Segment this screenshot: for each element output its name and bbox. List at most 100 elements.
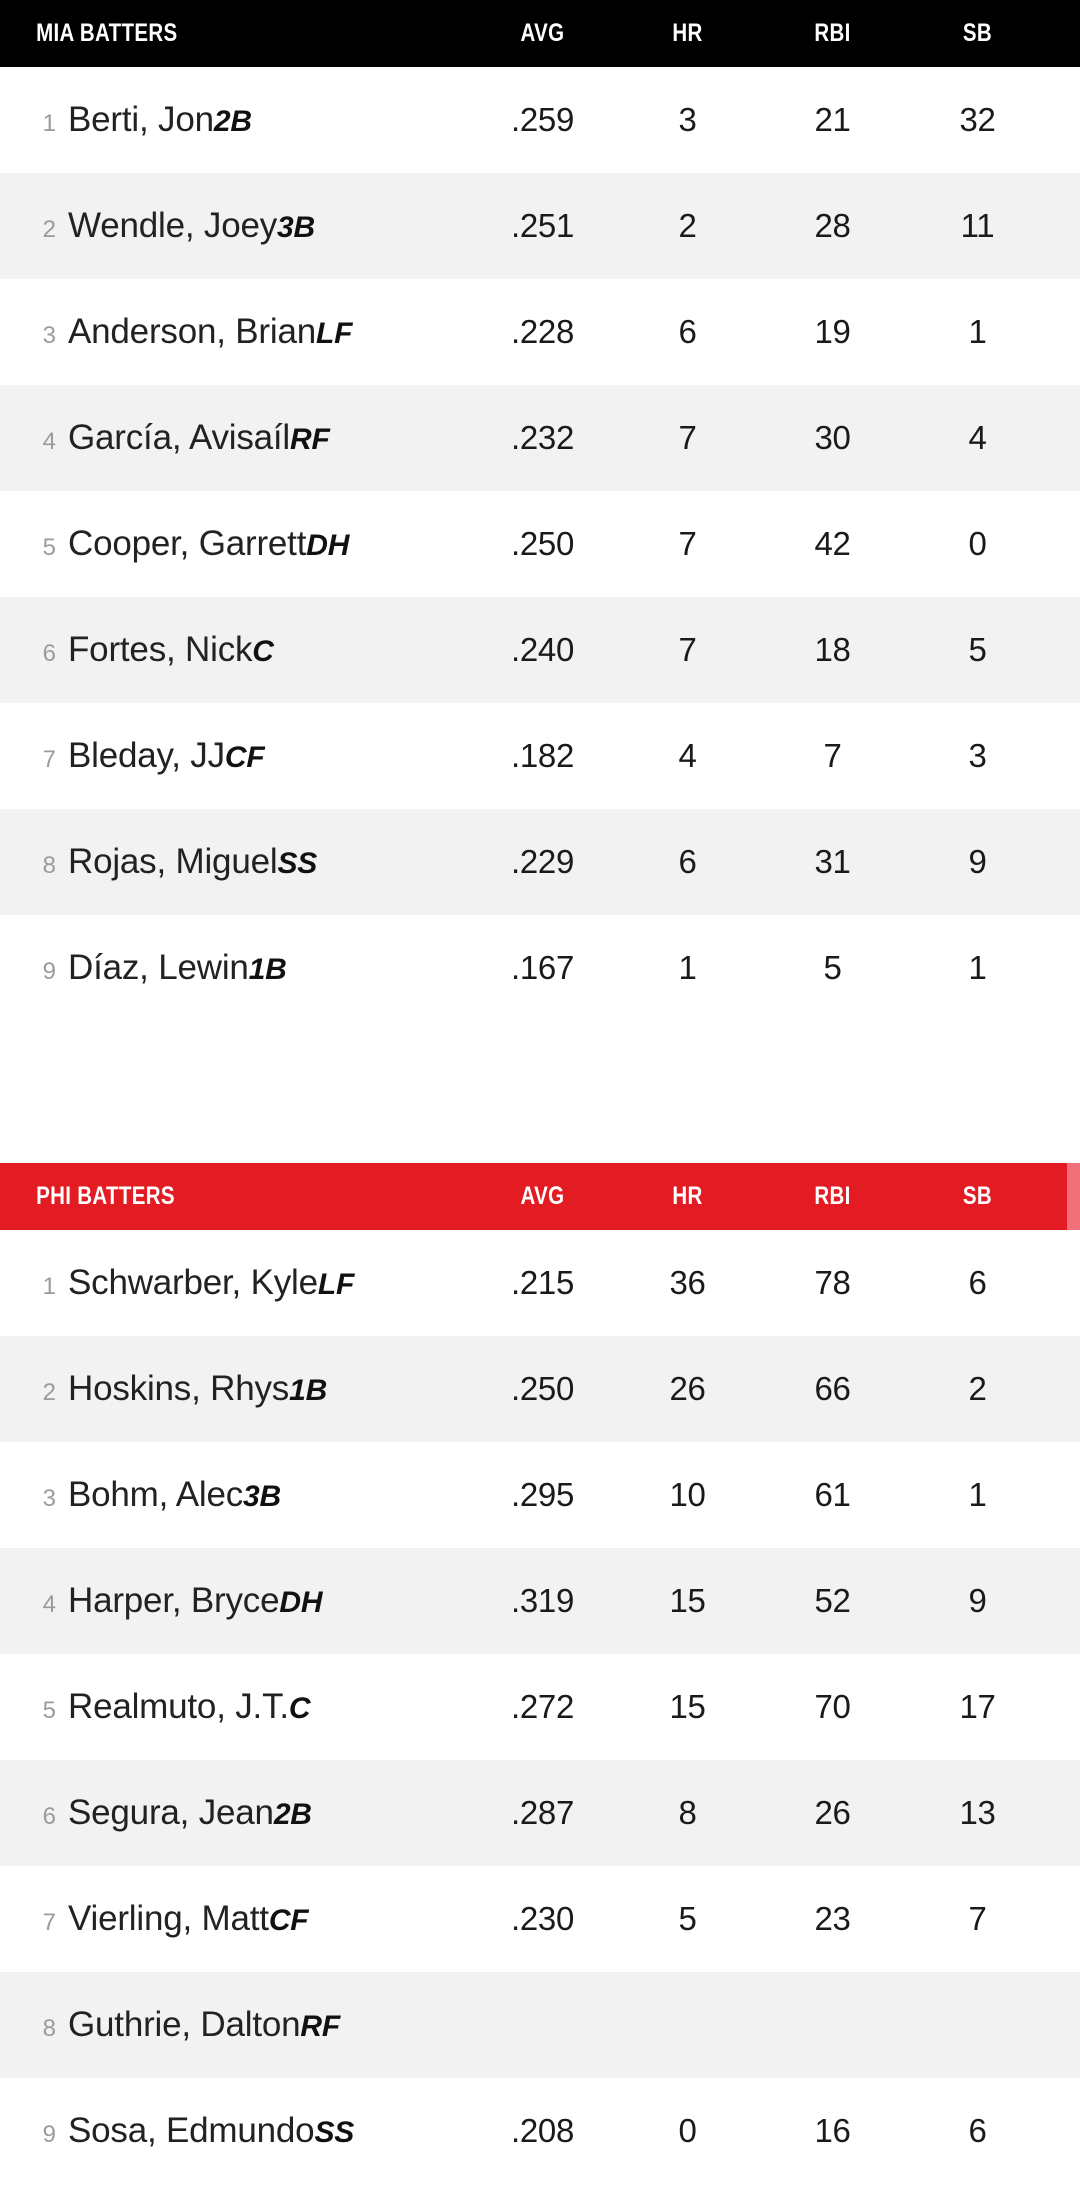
- table-row[interactable]: 6 Fortes, Nick C .240 7 18 5: [0, 597, 1080, 703]
- player-position: C: [252, 635, 274, 668]
- player-cell[interactable]: 1 Berti, Jon 2B: [0, 100, 470, 140]
- column-header-rbi-phi[interactable]: RBI: [814, 1182, 851, 1210]
- stat-avg: .167: [510, 949, 575, 986]
- stat-hr: 6: [678, 313, 697, 350]
- column-header-sb-phi[interactable]: SB: [962, 1182, 993, 1210]
- player-cell[interactable]: 7 Vierling, Matt CF: [0, 1899, 470, 1939]
- stat-avg: .232: [510, 419, 575, 456]
- player-cell[interactable]: 6 Fortes, Nick C: [0, 630, 470, 670]
- column-header-team-phi[interactable]: PHI BATTERS: [36, 1182, 175, 1210]
- table-row[interactable]: 2 Wendle, Joey 3B .251 2 28 11: [0, 173, 1080, 279]
- player-cell[interactable]: 6 Segura, Jean 2B: [0, 1793, 470, 1833]
- stat-sb: 4: [968, 419, 987, 456]
- stat-rbi: 19: [814, 313, 851, 350]
- player-cell[interactable]: 9 Sosa, Edmundo SS: [0, 2111, 470, 2151]
- column-header-hr-mia[interactable]: HR: [672, 19, 703, 47]
- player-cell[interactable]: 8 Rojas, Miguel SS: [0, 842, 470, 882]
- player-name[interactable]: Rojas, Miguel: [68, 842, 278, 881]
- table-row[interactable]: 1 Schwarber, Kyle LF .215 36 78 6: [0, 1230, 1080, 1336]
- player-name[interactable]: García, Avisaíl: [68, 418, 291, 457]
- player-name[interactable]: Harper, Bryce: [68, 1581, 280, 1620]
- player-name[interactable]: Schwarber, Kyle: [68, 1263, 318, 1302]
- player-cell[interactable]: 8 Guthrie, Dalton RF: [0, 2005, 470, 2045]
- stat-avg: .230: [510, 1900, 575, 1937]
- stat-rbi: 52: [814, 1582, 851, 1619]
- player-cell[interactable]: 7 Bleday, JJ CF: [0, 736, 470, 776]
- player-name[interactable]: Bleday, JJ: [68, 736, 225, 775]
- table-row[interactable]: 8 Guthrie, Dalton RF: [0, 1972, 1080, 2078]
- table-row[interactable]: 7 Vierling, Matt CF .230 5 23 7: [0, 1866, 1080, 1972]
- stat-rbi: 66: [814, 1370, 851, 1407]
- stat-sb: 5: [968, 631, 987, 668]
- table-row[interactable]: 3 Anderson, Brian LF .228 6 19 1: [0, 279, 1080, 385]
- table-row[interactable]: 5 Realmuto, J.T. C .272 15 70 17: [0, 1654, 1080, 1760]
- stat-avg: .228: [510, 313, 575, 350]
- player-position: CF: [268, 1904, 309, 1937]
- player-cell[interactable]: 5 Cooper, Garrett DH: [0, 524, 470, 564]
- batting-order-number: 4: [42, 428, 56, 455]
- player-name[interactable]: Segura, Jean: [68, 1793, 274, 1832]
- player-name[interactable]: Hoskins, Rhys: [68, 1369, 290, 1408]
- column-header-avg-phi[interactable]: AVG: [520, 1182, 565, 1210]
- batting-order-number: 2: [42, 216, 56, 243]
- player-name[interactable]: Cooper, Garrett: [68, 524, 307, 563]
- horizontal-scroll-indicator[interactable]: [1067, 1163, 1080, 1230]
- table-row[interactable]: 4 García, Avisaíl RF .232 7 30 4: [0, 385, 1080, 491]
- stat-avg: .287: [510, 1794, 575, 1831]
- player-name[interactable]: Sosa, Edmundo: [68, 2111, 315, 2150]
- player-cell[interactable]: 3 Anderson, Brian LF: [0, 312, 470, 352]
- player-cell[interactable]: 4 Harper, Bryce DH: [0, 1581, 470, 1621]
- table-row[interactable]: 5 Cooper, Garrett DH .250 7 42 0: [0, 491, 1080, 597]
- player-name[interactable]: Realmuto, J.T.: [68, 1687, 289, 1726]
- batting-order-number: 9: [42, 958, 56, 985]
- player-cell[interactable]: 3 Bohm, Alec 3B: [0, 1475, 470, 1515]
- table-row[interactable]: 2 Hoskins, Rhys 1B .250 26 66 2: [0, 1336, 1080, 1442]
- table-row[interactable]: 4 Harper, Bryce DH .319 15 52 9: [0, 1548, 1080, 1654]
- player-cell[interactable]: 9 Díaz, Lewin 1B: [0, 948, 470, 988]
- stat-sb: 1: [968, 1476, 987, 1513]
- table-separator: [0, 1021, 1080, 1163]
- player-cell[interactable]: 5 Realmuto, J.T. C: [0, 1687, 470, 1727]
- player-name[interactable]: Wendle, Joey: [68, 206, 278, 245]
- table-row[interactable]: 6 Segura, Jean 2B .287 8 26 13: [0, 1760, 1080, 1866]
- stat-avg: .215: [510, 1264, 575, 1301]
- batting-order-number: 1: [42, 110, 56, 137]
- batting-order-number: 8: [42, 2015, 56, 2042]
- player-name[interactable]: Berti, Jon: [68, 100, 214, 139]
- stat-avg: .272: [510, 1688, 575, 1725]
- table-row[interactable]: 7 Bleday, JJ CF .182 4 7 3: [0, 703, 1080, 809]
- stat-rbi: 7: [823, 737, 842, 774]
- stat-avg: .259: [510, 101, 575, 138]
- player-cell[interactable]: 1 Schwarber, Kyle LF: [0, 1263, 470, 1303]
- column-header-hr-phi[interactable]: HR: [672, 1182, 703, 1210]
- column-header-rbi-mia[interactable]: RBI: [814, 19, 851, 47]
- stat-hr: 15: [669, 1582, 706, 1619]
- stat-avg: .182: [510, 737, 575, 774]
- column-header-team-mia[interactable]: MIA BATTERS: [36, 19, 178, 47]
- player-name[interactable]: Vierling, Matt: [68, 1899, 269, 1938]
- player-position: 1B: [248, 953, 287, 986]
- player-name[interactable]: Anderson, Brian: [68, 312, 316, 351]
- player-position: DH: [279, 1586, 323, 1619]
- player-cell[interactable]: 4 García, Avisaíl RF: [0, 418, 470, 458]
- player-name[interactable]: Fortes, Nick: [68, 630, 253, 669]
- player-cell[interactable]: 2 Wendle, Joey 3B: [0, 206, 470, 246]
- stat-sb: 3: [968, 737, 987, 774]
- table-row[interactable]: 9 Díaz, Lewin 1B .167 1 5 1: [0, 915, 1080, 1021]
- table-row[interactable]: 9 Sosa, Edmundo SS .208 0 16 6: [0, 2078, 1080, 2184]
- player-name[interactable]: Bohm, Alec: [68, 1475, 244, 1514]
- column-header-sb-mia[interactable]: SB: [962, 19, 993, 47]
- stat-rbi: 18: [814, 631, 851, 668]
- table-row[interactable]: 8 Rojas, Miguel SS .229 6 31 9: [0, 809, 1080, 915]
- player-name[interactable]: Guthrie, Dalton: [68, 2005, 301, 2044]
- player-position: DH: [306, 529, 350, 562]
- table-row[interactable]: 1 Berti, Jon 2B .259 3 21 32: [0, 67, 1080, 173]
- column-header-avg-mia[interactable]: AVG: [520, 19, 565, 47]
- stat-rbi: 78: [814, 1264, 851, 1301]
- player-cell[interactable]: 2 Hoskins, Rhys 1B: [0, 1369, 470, 1409]
- stat-avg: .251: [510, 207, 575, 244]
- batting-order-number: 3: [42, 1485, 56, 1512]
- player-name[interactable]: Díaz, Lewin: [68, 948, 249, 987]
- stat-hr: 7: [678, 631, 697, 668]
- table-row[interactable]: 3 Bohm, Alec 3B .295 10 61 1: [0, 1442, 1080, 1548]
